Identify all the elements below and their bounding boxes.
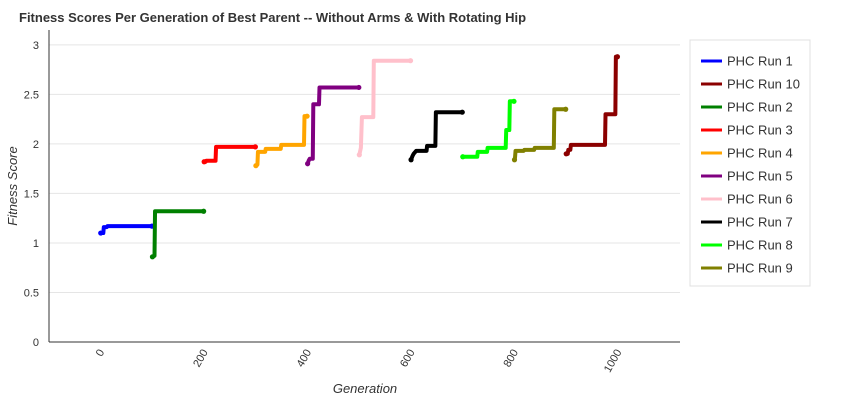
- series-point: [304, 113, 310, 119]
- legend: PHC Run 1 PHC Run 10 PHC Run 2 PHC Run 3 PHC…: [689, 39, 811, 287]
- axes: [48, 30, 680, 343]
- series-point: [459, 109, 465, 115]
- x-tick-label: 1000: [602, 348, 625, 375]
- series-point: [356, 152, 362, 158]
- x-tick-label: 800: [502, 348, 522, 370]
- x-tick-label: 0: [94, 348, 107, 359]
- series-point: [407, 58, 414, 64]
- series-point: [201, 159, 207, 165]
- series-line-3: [150, 209, 206, 259]
- series-line-6: [305, 85, 361, 166]
- legend-label: PHC Run 10: [727, 77, 800, 92]
- legend-label: PHC Run 4: [727, 146, 793, 161]
- series-line-8: [409, 110, 465, 162]
- series-point: [614, 54, 621, 60]
- legend-label: PHC Run 3: [727, 123, 793, 138]
- series-point: [511, 98, 517, 104]
- y-tick-label: 2: [33, 139, 39, 151]
- series-point: [253, 163, 259, 169]
- legend-label: PHC Run 6: [727, 192, 793, 207]
- y-tick-label: 3: [33, 40, 39, 52]
- legend-label: PHC Run 1: [727, 54, 793, 69]
- tick-labels: 0 0.5 1 1.5 2 2.5 3 0 200 400 600 800 1000: [24, 40, 625, 375]
- series: [98, 54, 621, 260]
- chart-title: Fitness Scores Per Generation of Best Pa…: [19, 10, 526, 25]
- series-line-4: [202, 144, 258, 164]
- series-point: [563, 106, 569, 112]
- series-point: [511, 157, 518, 163]
- series-line-10: [512, 107, 568, 162]
- legend-label: PHC Run 9: [727, 261, 793, 276]
- series-line-5: [253, 114, 310, 168]
- series-point: [460, 154, 466, 160]
- series-point: [305, 161, 311, 167]
- y-tick-label: 1: [33, 238, 39, 250]
- series-line-7: [357, 58, 413, 157]
- x-tick-label: 200: [191, 348, 211, 370]
- y-axis-label: Fitness Score: [5, 146, 20, 225]
- series-point: [408, 157, 414, 163]
- series-point: [252, 144, 258, 150]
- series-point: [98, 230, 104, 236]
- series-line-1: [98, 224, 154, 236]
- series-point: [201, 208, 207, 214]
- y-tick-label: 1.5: [24, 188, 39, 200]
- series-line-2: [564, 54, 620, 156]
- series-point: [356, 84, 362, 91]
- x-tick-label: 600: [398, 348, 418, 370]
- legend-label: PHC Run 7: [727, 215, 793, 230]
- legend-label: PHC Run 5: [727, 169, 793, 184]
- y-tick-label: 0: [33, 337, 39, 349]
- y-tick-label: 0.5: [24, 287, 39, 299]
- x-tick-label: 400: [295, 348, 315, 370]
- grid: [49, 44, 680, 343]
- series-point: [563, 151, 569, 157]
- series-line-9: [460, 99, 516, 159]
- series-point: [149, 254, 156, 260]
- legend-label: PHC Run 8: [727, 238, 793, 253]
- legend-label: PHC Run 2: [727, 100, 793, 115]
- y-tick-label: 2.5: [24, 89, 39, 101]
- x-axis-label: Generation: [333, 381, 397, 396]
